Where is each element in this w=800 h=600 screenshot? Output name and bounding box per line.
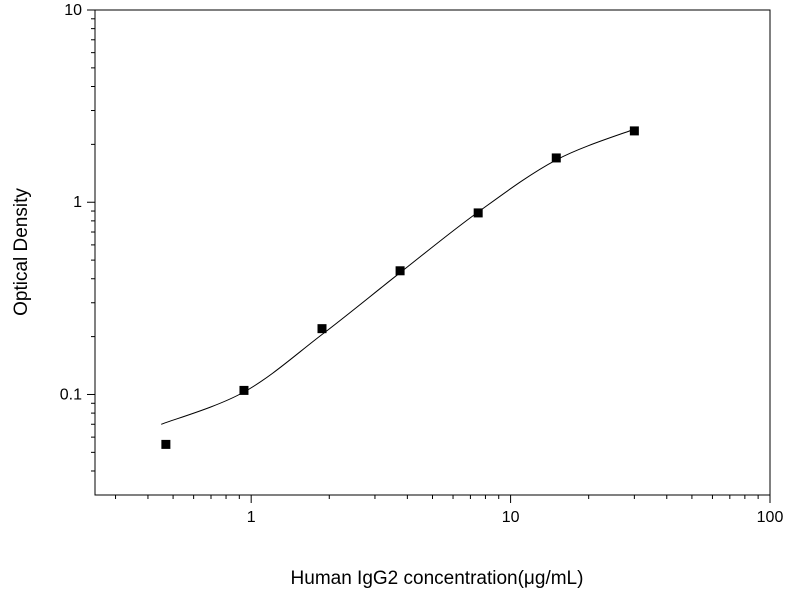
fitted-curve: [161, 128, 635, 425]
plot-area: 1 10 100 0.1 1 10: [60, 2, 784, 526]
x-axis-title: Human IgG2 concentration(μg/mL): [291, 568, 584, 589]
x-tick-label: 1: [247, 509, 256, 526]
data-point-marker: [395, 266, 405, 276]
y-tick-label: 1: [73, 194, 82, 211]
plot-frame: [94, 9, 771, 496]
data-point-marker: [161, 439, 171, 449]
data-point-marker: [551, 153, 561, 163]
y-tick-label: 10: [64, 2, 82, 19]
data-point-marker: [473, 208, 483, 218]
x-tick-label: 10: [502, 509, 520, 526]
x-tick-label: 100: [757, 509, 784, 526]
data-point-marker: [317, 324, 327, 334]
y-tick-label: 0.1: [60, 386, 82, 403]
data-point-marker: [629, 126, 639, 136]
y-axis-title: Optical Density: [11, 188, 32, 316]
data-point-marker: [239, 385, 249, 395]
